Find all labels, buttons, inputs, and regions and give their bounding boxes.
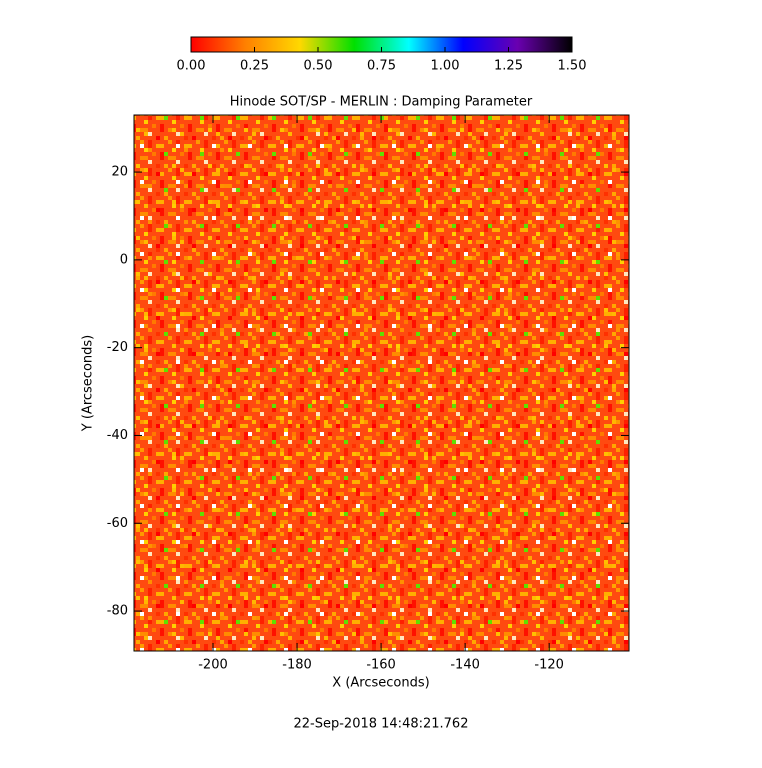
colorbar-tick-label: 0.75 xyxy=(367,59,396,74)
colorbar-tick-label: 1.50 xyxy=(558,59,587,74)
y-tick-label: -40 xyxy=(107,428,128,443)
colorbar-tick-label: 0.00 xyxy=(177,59,206,74)
chart-title: Hinode SOT/SP - MERLIN : Damping Paramet… xyxy=(230,95,533,110)
x-tick-label: -120 xyxy=(534,658,564,673)
y-tick-label: -80 xyxy=(107,604,128,619)
y-tick-label: -20 xyxy=(107,340,128,355)
heatmap-image-detail xyxy=(134,115,629,651)
x-tick-label: -140 xyxy=(450,658,480,673)
x-axis-label: X (Arcseconds) xyxy=(332,676,429,691)
x-tick-label: -200 xyxy=(198,658,228,673)
x-tick-label: -160 xyxy=(366,658,396,673)
y-tick-label: 20 xyxy=(111,165,128,180)
y-tick-label: -60 xyxy=(107,516,128,531)
y-tick-label: 0 xyxy=(120,252,128,267)
colorbar-tick-label: 0.50 xyxy=(304,59,333,74)
colorbar-tick-label: 1.00 xyxy=(431,59,460,74)
colorbar-tick-label: 1.25 xyxy=(494,59,523,74)
colorbar-tick-label: 0.25 xyxy=(240,59,269,74)
x-tick-label: -180 xyxy=(282,658,312,673)
y-axis-label: Y (Arcseconds) xyxy=(81,335,96,432)
footer-timestamp: 22-Sep-2018 14:48:21.762 xyxy=(294,717,469,732)
